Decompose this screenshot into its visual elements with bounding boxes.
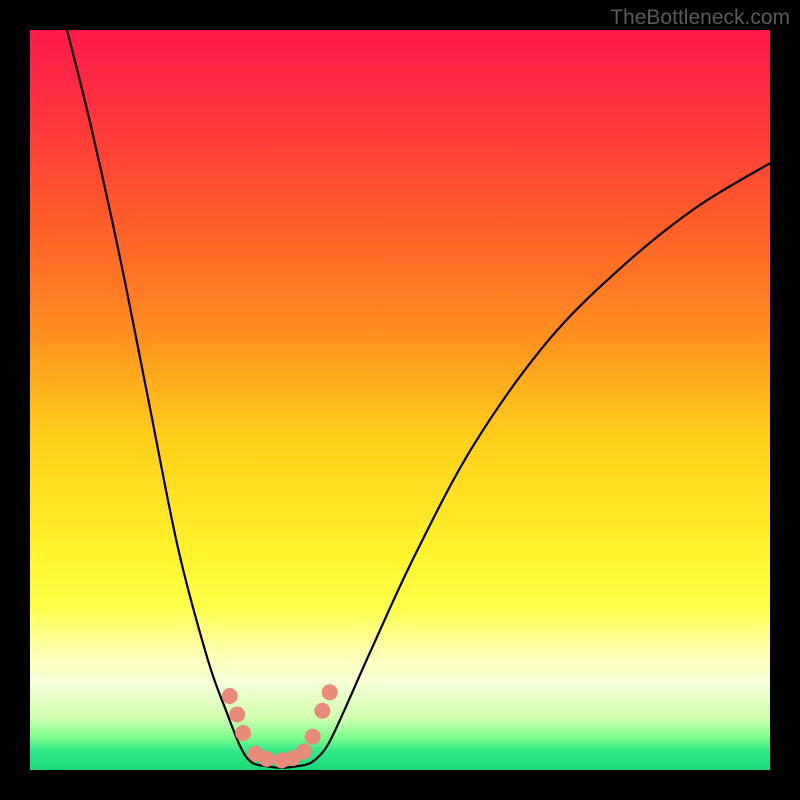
marker-dot	[314, 703, 330, 719]
bottleneck-chart	[30, 30, 770, 770]
chart-svg	[30, 30, 770, 770]
marker-dot	[235, 725, 251, 741]
marker-dot	[222, 688, 238, 704]
marker-dot	[259, 751, 275, 767]
marker-dot	[322, 684, 338, 700]
marker-dot	[296, 744, 312, 760]
marker-dot	[229, 707, 245, 723]
watermark-text: TheBottleneck.com	[610, 6, 790, 30]
marker-dot	[305, 729, 321, 745]
chart-background	[30, 30, 770, 770]
